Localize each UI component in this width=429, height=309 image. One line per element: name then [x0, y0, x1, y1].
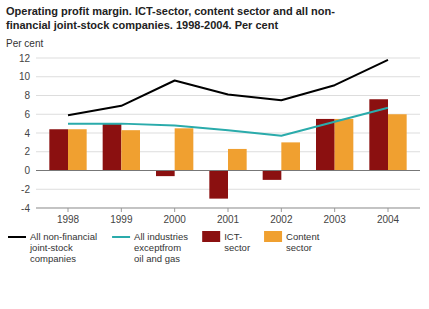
y-tick-label: 6	[24, 109, 30, 120]
bar	[281, 142, 300, 170]
zero-line	[36, 170, 420, 171]
grid	[36, 58, 420, 208]
x-tick-label: 1999	[110, 214, 133, 225]
y-tick-label: 2	[24, 146, 30, 157]
x-tick-label: 2002	[270, 214, 293, 225]
bar	[335, 119, 354, 171]
x-tick-label: 1998	[57, 214, 80, 225]
y-tick-label: 0	[24, 165, 30, 176]
bar	[156, 171, 175, 177]
plot-marks	[49, 60, 406, 199]
bar	[388, 114, 407, 170]
y-tick-label: -2	[21, 184, 30, 195]
chart: Operating profit margin. ICT-sector, con…	[0, 0, 429, 309]
legend-swatch	[112, 236, 130, 238]
legend-label: Contentsector	[286, 231, 320, 253]
x-tick	[68, 208, 69, 212]
y-axis-label: Per cent	[6, 38, 43, 49]
bar	[263, 171, 282, 180]
x-tick-label: 2004	[377, 214, 400, 225]
bar	[103, 124, 122, 171]
bar	[49, 129, 68, 170]
x-tick	[334, 208, 335, 212]
title: Operating profit margin. ICT-sector, con…	[6, 5, 335, 31]
x-tick	[388, 208, 389, 212]
x-tick	[121, 208, 122, 212]
y-tick-label: 8	[24, 90, 30, 101]
line	[68, 60, 388, 115]
bar	[209, 171, 228, 199]
legend-swatch	[8, 236, 26, 238]
x-tick	[281, 208, 282, 212]
bar	[175, 128, 194, 170]
bar	[121, 130, 140, 170]
legend-label: ICT-sector	[224, 231, 250, 253]
grid-line	[36, 76, 420, 77]
x-tick	[174, 208, 175, 212]
legend-swatch	[202, 231, 220, 242]
legend-label: All non-financialjoint-stockcompanies	[29, 231, 97, 264]
line	[68, 108, 388, 136]
x-tick-label: 2003	[324, 214, 347, 225]
bar	[68, 129, 87, 170]
legend-swatch	[264, 231, 282, 242]
y-tick-label: -4	[21, 203, 30, 214]
grid-line	[36, 58, 420, 59]
grid-line	[36, 170, 420, 171]
grid-line	[36, 133, 420, 134]
bar	[228, 149, 247, 171]
legend: All non-financialjoint-stockcompanies All…	[8, 231, 320, 264]
y-tick-label: 4	[24, 128, 30, 139]
x-tick	[228, 208, 229, 212]
background	[0, 0, 429, 309]
legend-label: All industriesexceptfromoil and gas	[134, 231, 188, 264]
y-tick-label: 10	[19, 71, 31, 82]
x-tick-label: 2001	[217, 214, 240, 225]
x-tick-label: 2000	[164, 214, 187, 225]
y-tick-label: 12	[19, 53, 31, 64]
